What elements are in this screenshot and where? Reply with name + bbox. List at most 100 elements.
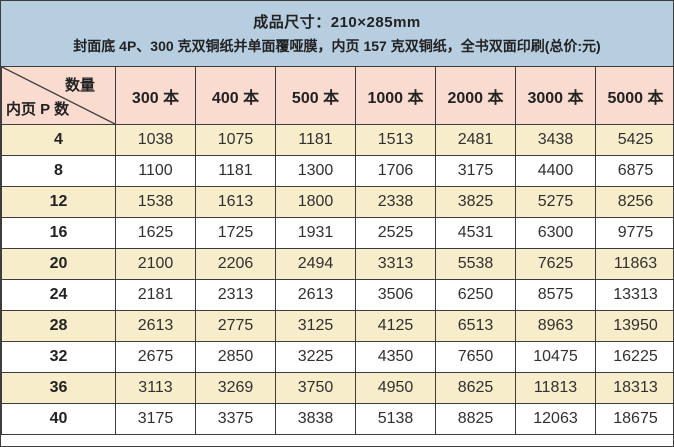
price-cell: 5425 (595, 124, 673, 156)
price-cell: 2481 (435, 124, 516, 156)
price-cell: 6250 (435, 279, 516, 311)
price-cell: 1538 (115, 186, 196, 218)
price-cell: 13950 (595, 310, 673, 342)
price-cell: 8575 (515, 279, 596, 311)
price-cell: 3506 (355, 279, 436, 311)
corner-cell: 数量 内页 P 数 (1, 66, 116, 125)
price-cell: 11813 (515, 372, 596, 404)
price-cell: 3269 (195, 372, 276, 404)
price-cell: 1706 (355, 155, 436, 187)
quantity-header-cell: 5000 本 (595, 66, 673, 125)
table-row: 16 1625 1725 1931 2525 4531 6300 9775 (1, 217, 673, 249)
price-cell: 2100 (115, 248, 196, 280)
price-cell: 3175 (435, 155, 516, 187)
price-cell: 1300 (275, 155, 356, 187)
price-cell: 6300 (515, 217, 596, 249)
pages-cell: 28 (1, 310, 116, 342)
price-cell: 2313 (195, 279, 276, 311)
price-cell: 16225 (595, 341, 673, 373)
price-cell: 13313 (595, 279, 673, 311)
table-row: 32 2675 2850 3225 4350 7650 10475 16225 (1, 341, 673, 373)
price-cell: 3313 (355, 248, 436, 280)
price-table: 数量 内页 P 数 300 本 400 本 500 本 1000 本 2000 本 300… (1, 66, 673, 435)
price-cell: 3825 (435, 186, 516, 218)
price-cell: 12063 (515, 403, 596, 435)
price-cell: 2850 (195, 341, 276, 373)
price-cell: 5138 (355, 403, 436, 435)
table-row: 12 1538 1613 1800 2338 3825 5275 8256 (1, 186, 673, 218)
table-row: 28 2613 2775 3125 4125 6513 8963 13950 (1, 310, 673, 342)
price-cell: 2525 (355, 217, 436, 249)
price-cell: 2613 (115, 310, 196, 342)
price-cell: 1625 (115, 217, 196, 249)
price-cell: 1181 (275, 124, 356, 156)
price-cell: 2338 (355, 186, 436, 218)
price-cell: 3750 (275, 372, 356, 404)
price-cell: 3113 (115, 372, 196, 404)
price-cell: 1613 (195, 186, 276, 218)
price-cell: 2613 (275, 279, 356, 311)
pages-cell: 4 (1, 124, 116, 156)
quantity-header-cell: 3000 本 (515, 66, 596, 125)
price-cell: 2494 (275, 248, 356, 280)
price-cell: 7625 (515, 248, 596, 280)
price-cell: 8256 (595, 186, 673, 218)
price-cell: 18675 (595, 403, 673, 435)
pages-cell: 24 (1, 279, 116, 311)
price-cell: 8625 (435, 372, 516, 404)
diagonal-divider (2, 67, 115, 124)
price-cell: 11863 (595, 248, 673, 280)
table-row: 4 1038 1075 1181 1513 2481 3438 5425 (1, 124, 673, 156)
price-cell: 8963 (515, 310, 596, 342)
price-cell: 1725 (195, 217, 276, 249)
price-cell: 3838 (275, 403, 356, 435)
price-table-body: 4 1038 1075 1181 1513 2481 3438 5425 8 1100 1181 13… (1, 124, 673, 435)
quantity-header-cell: 2000 本 (435, 66, 516, 125)
price-cell: 9775 (595, 217, 673, 249)
table-row: 8 1100 1181 1300 1706 3175 4400 6875 (1, 155, 673, 187)
price-cell: 4350 (355, 341, 436, 373)
price-cell: 2181 (115, 279, 196, 311)
quantity-header-cell: 500 本 (275, 66, 356, 125)
pages-cell: 36 (1, 372, 116, 404)
quantity-header-cell: 400 本 (195, 66, 276, 125)
price-cell: 1075 (195, 124, 276, 156)
price-cell: 4950 (355, 372, 436, 404)
pages-cell: 16 (1, 217, 116, 249)
price-cell: 10475 (515, 341, 596, 373)
price-cell: 3438 (515, 124, 596, 156)
table-row: 24 2181 2313 2613 3506 6250 8575 13313 (1, 279, 673, 311)
spec-banner: 成品尺寸：210×285mm 封面底 4P、300 克双铜纸并单面覆哑膜，内页 … (1, 1, 673, 66)
price-cell: 3225 (275, 341, 356, 373)
price-cell: 1800 (275, 186, 356, 218)
price-cell: 4125 (355, 310, 436, 342)
price-cell: 8825 (435, 403, 516, 435)
corner-quantity-label: 数量 (64, 77, 95, 94)
price-cell: 1038 (115, 124, 196, 156)
price-cell: 1181 (195, 155, 276, 187)
pages-cell: 40 (1, 403, 116, 435)
pages-cell: 32 (1, 341, 116, 373)
price-cell: 4400 (515, 155, 596, 187)
price-cell: 3375 (195, 403, 276, 435)
price-cell: 2775 (195, 310, 276, 342)
price-cell: 2675 (115, 341, 196, 373)
quantity-header-row: 数量 内页 P 数 300 本 400 本 500 本 1000 本 2000 本 300… (1, 66, 673, 125)
price-cell: 3175 (115, 403, 196, 435)
price-cell: 2206 (195, 248, 276, 280)
price-cell: 5275 (515, 186, 596, 218)
quantity-header-cell: 300 本 (115, 66, 196, 125)
price-cell: 4531 (435, 217, 516, 249)
pages-cell: 8 (1, 155, 116, 187)
quantity-header-cell: 1000 本 (355, 66, 436, 125)
finished-size-text: 成品尺寸：210×285mm (253, 14, 421, 31)
table-row: 40 3175 3375 3838 5138 8825 12063 18675 (1, 403, 673, 435)
price-cell: 6513 (435, 310, 516, 342)
price-cell: 1513 (355, 124, 436, 156)
price-cell: 5538 (435, 248, 516, 280)
pages-cell: 20 (1, 248, 116, 280)
table-row: 36 3113 3269 3750 4950 8625 11813 18313 (1, 372, 673, 404)
paper-spec-text: 封面底 4P、300 克双铜纸并单面覆哑膜，内页 157 克双铜纸，全书双面印刷… (73, 38, 601, 54)
price-cell: 1931 (275, 217, 356, 249)
